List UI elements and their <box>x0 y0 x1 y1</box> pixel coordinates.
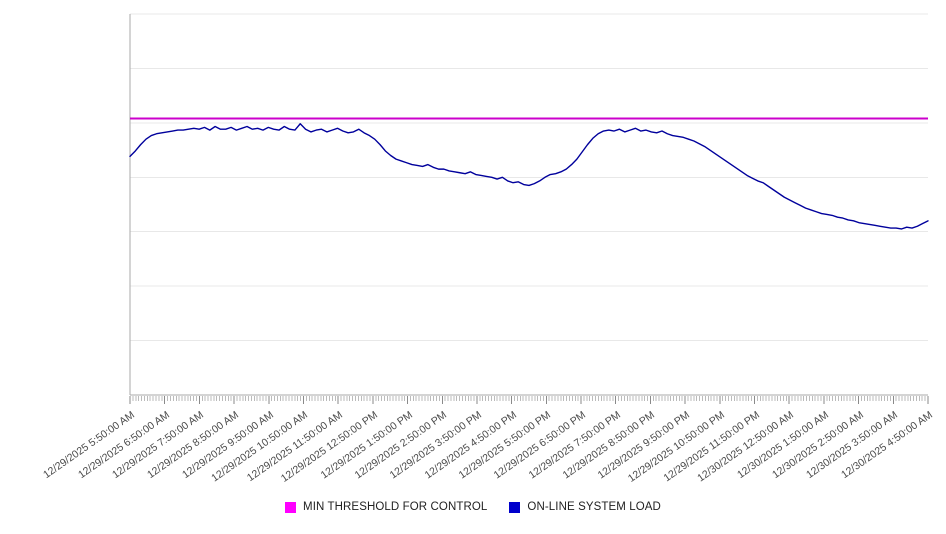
chart-legend: MIN THRESHOLD FOR CONTROL ON-LINE SYSTEM… <box>0 496 946 518</box>
major-tick-marks <box>129 396 929 404</box>
legend-label-min-threshold-for-control: MIN THRESHOLD FOR CONTROL <box>303 501 488 513</box>
legend-swatch-blue-icon <box>509 501 521 513</box>
minor-tick-marks <box>129 396 929 401</box>
axis-lines-group <box>129 14 928 396</box>
legend-label-on-line-system-load: ON-LINE SYSTEM LOAD <box>527 501 661 513</box>
legend-item-on-line-system-load[interactable]: ON-LINE SYSTEM LOAD <box>509 501 661 513</box>
legend-swatch-magenta-icon <box>285 501 297 513</box>
series-on-line-system-load <box>129 123 929 230</box>
legend-item-min-threshold-for-control[interactable]: MIN THRESHOLD FOR CONTROL <box>285 501 487 513</box>
gridlines-group <box>130 13 928 396</box>
